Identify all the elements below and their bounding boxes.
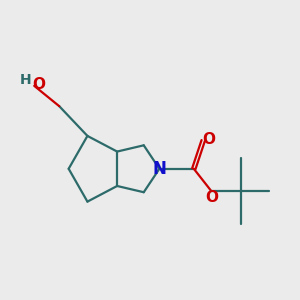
Text: O: O xyxy=(32,77,45,92)
Text: H: H xyxy=(20,73,31,87)
Text: N: N xyxy=(152,160,166,178)
Text: O: O xyxy=(205,190,218,205)
Text: O: O xyxy=(202,131,215,146)
